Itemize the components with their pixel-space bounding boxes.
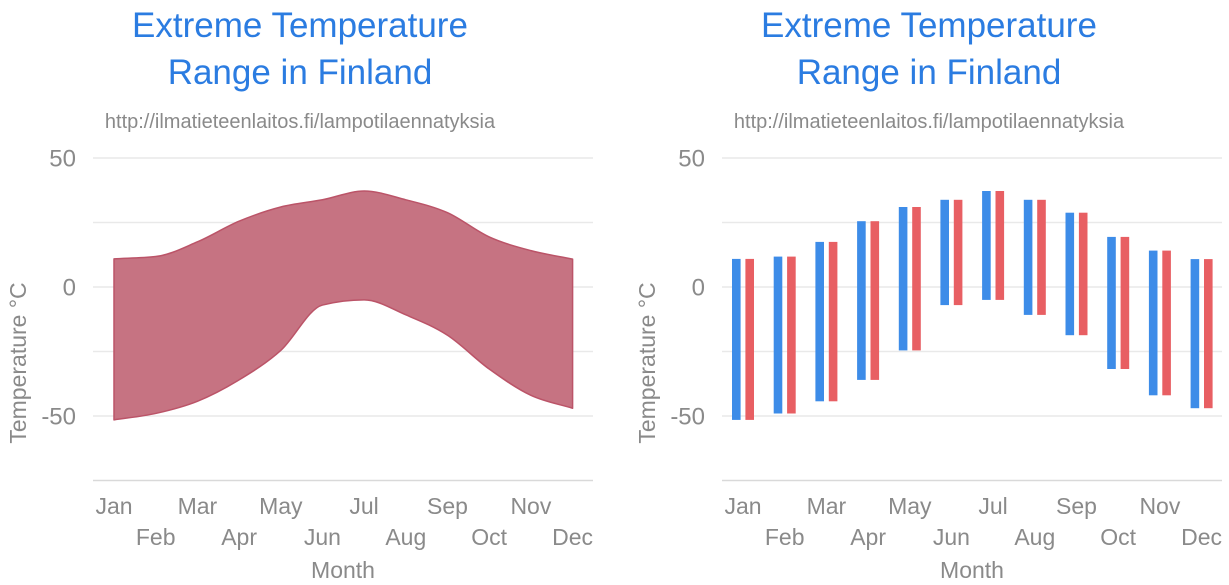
x-axis-tick-label: Apr — [850, 524, 886, 550]
range-bar-red-aug — [1037, 199, 1046, 315]
chart-title-line: Extreme Temperature — [761, 6, 1097, 45]
range-bar-blue-jun — [940, 199, 949, 306]
x-axis-tick-label: Jun — [304, 524, 341, 550]
range-bar-red-nov — [1162, 250, 1171, 396]
temperature-range-area — [113, 190, 574, 421]
x-axis-tick-label: May — [259, 493, 303, 519]
range-bar-blue-dec — [1190, 259, 1200, 409]
area-range-chart-panel: 50 0 -50 Jan Feb Mar Apr May Jun Jul Aug Sep Oct Nov D… — [0, 0, 600, 585]
x-axis-tick-label: May — [888, 493, 932, 519]
y-axis-tick-label: 50 — [49, 146, 76, 173]
range-bar-blue-may — [898, 207, 908, 351]
y-axis-title: Temperature °C — [634, 282, 660, 443]
chart-subtitle: http://ilmatieteenlaitos.fi/lampotilaenn… — [733, 111, 1125, 133]
x-axis-tick-label: Jul — [978, 493, 1007, 519]
chart-subtitle: http://ilmatieteenlaitos.fi/lampotilaenn… — [104, 111, 496, 133]
range-bar-blue-apr — [857, 221, 866, 380]
range-bar-blue-jan — [732, 258, 741, 420]
range-bar-blue-nov — [1148, 250, 1158, 396]
x-axis-tick-label: Aug — [385, 524, 426, 550]
x-axis-tick-label: Mar — [807, 493, 847, 519]
x-axis-tick-label: Jun — [933, 524, 970, 550]
range-bar-chart-panel: 50 0 -50 Jan Feb Mar Apr May Jun Jul Aug Sep Oct Nov D… — [629, 0, 1229, 585]
chart-title-line: Range in Finland — [167, 53, 433, 92]
range-bar-red-mar — [828, 241, 838, 402]
x-axis-tick-label: Jan — [724, 493, 761, 519]
range-bar-blue-mar — [815, 241, 824, 402]
range-bar-red-jun — [953, 199, 963, 306]
range-bar-red-apr — [870, 221, 880, 380]
x-axis-tick-label: Sep — [427, 493, 468, 519]
y-axis-tick-label: -50 — [670, 404, 705, 431]
y-axis-tick-label: 50 — [678, 146, 705, 173]
y-axis-tick-label: -50 — [41, 404, 76, 431]
range-bar-blue-jul — [982, 191, 991, 300]
chart-title-line: Extreme Temperature — [132, 6, 468, 45]
range-bar-red-feb — [787, 256, 796, 414]
range-bar-blue-aug — [1023, 199, 1033, 315]
range-bar-blue-oct — [1107, 236, 1116, 369]
chart-title: Extreme Temperature Range in Finland — [0, 2, 600, 96]
x-axis-tick-label: Oct — [471, 524, 507, 550]
x-axis-tick-label: Aug — [1014, 524, 1055, 550]
x-axis-tick-label: Apr — [221, 524, 257, 550]
x-axis-tick-label: Mar — [178, 493, 218, 519]
x-axis-title: Month — [940, 557, 1004, 583]
x-axis-tick-label: Nov — [510, 493, 551, 519]
y-axis-tick-label: 0 — [692, 275, 705, 302]
x-axis-tick-label: Dec — [1181, 524, 1222, 550]
x-axis-tick-label: Nov — [1139, 493, 1180, 519]
x-axis-tick-label: Feb — [765, 524, 805, 550]
range-bar-red-jul — [995, 191, 1005, 300]
x-axis-title: Month — [311, 557, 375, 583]
range-bar-red-sep — [1078, 212, 1088, 336]
range-bar-red-oct — [1120, 236, 1130, 369]
chart-title-line: Range in Finland — [796, 53, 1062, 92]
y-axis-title: Temperature °C — [5, 282, 31, 443]
x-axis-tick-label: Dec — [552, 524, 593, 550]
x-axis-tick-label: Oct — [1100, 524, 1136, 550]
x-axis-tick-label: Sep — [1056, 493, 1097, 519]
x-axis-tick-label: Jan — [95, 493, 132, 519]
range-bar-blue-feb — [773, 256, 783, 414]
x-axis-tick-label: Jul — [349, 493, 378, 519]
x-axis-tick-label: Feb — [136, 524, 176, 550]
range-bar-red-jan — [745, 258, 754, 420]
chart-title: Extreme Temperature Range in Finland — [629, 2, 1229, 96]
range-bar-red-may — [912, 207, 921, 351]
range-bar-blue-sep — [1065, 212, 1075, 336]
y-axis-tick-label: 0 — [63, 275, 76, 302]
range-bar-red-dec — [1204, 259, 1213, 409]
